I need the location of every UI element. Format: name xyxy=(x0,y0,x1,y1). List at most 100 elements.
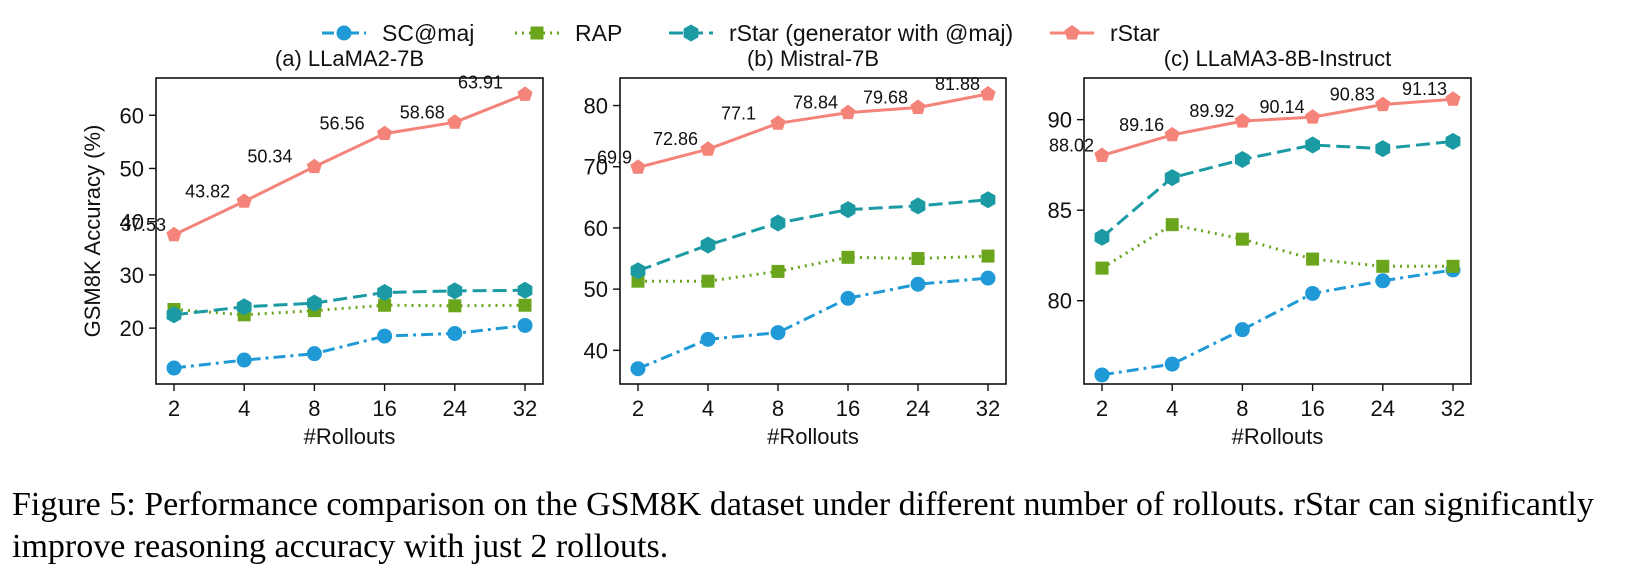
panel-title: (b) Mistral-7B xyxy=(747,46,879,71)
legend-marker-sc_maj xyxy=(336,25,352,41)
data-point-rstar xyxy=(1234,113,1250,128)
data-point-sc_maj xyxy=(377,328,393,344)
legend: SC@maj RAP rStar (generator with @maj) rSta… xyxy=(322,20,1160,46)
y-axis-label: GSM8K Accuracy (%) xyxy=(80,125,105,338)
figure: SC@maj RAP rStar (generator with @maj) rSta… xyxy=(80,20,1472,449)
data-label: 81.88 xyxy=(935,74,980,94)
legend-marker-rstar_gen xyxy=(683,24,699,42)
series-line-rap xyxy=(638,254,989,283)
data-point-rstar xyxy=(306,158,322,174)
x-tick-label: 8 xyxy=(1236,396,1248,421)
series-sc_maj xyxy=(166,317,533,376)
x-axis-label: #Rollouts xyxy=(767,424,859,449)
legend-label-rstar_gen: rStar (generator with @maj) xyxy=(729,20,1013,46)
panel-2: (b) Mistral-7B2 4 8 16 24 32#Rollouts40506070… xyxy=(584,46,1007,449)
data-point-rstar xyxy=(517,86,533,101)
series-line-rstar xyxy=(1101,97,1454,157)
data-point-sc_maj xyxy=(840,290,856,306)
series-rstar: 88.02 89.16 89.92 90.14 90.83 91.13 xyxy=(1049,79,1461,162)
data-point-rstar_gen xyxy=(377,284,392,301)
axes-frame xyxy=(1083,77,1472,385)
data-label: 63.91 xyxy=(458,72,503,92)
series-rstar_gen xyxy=(166,281,533,324)
data-point-rstar xyxy=(700,141,716,156)
data-point-rap xyxy=(981,249,995,263)
data-point-rap xyxy=(1165,218,1179,232)
data-point-rap xyxy=(771,264,785,278)
series-line-rstar xyxy=(637,92,989,169)
series-line-rstar_gen xyxy=(637,198,989,273)
data-point-rap xyxy=(1446,259,1460,273)
y-tick-label: 60 xyxy=(584,216,608,241)
data-point-sc_maj xyxy=(517,317,533,333)
data-label: 90.14 xyxy=(1260,97,1305,117)
data-point-rap xyxy=(631,274,645,288)
x-tick-label: 24 xyxy=(906,396,930,421)
data-label: 37.53 xyxy=(121,215,166,235)
legend-marker-rstar xyxy=(1064,25,1080,40)
data-point-sc_maj xyxy=(1164,356,1180,372)
data-label: 89.92 xyxy=(1189,101,1234,121)
series-rap xyxy=(1095,218,1460,275)
data-label: 77.1 xyxy=(721,103,756,123)
x-tick-label: 4 xyxy=(702,396,714,421)
data-point-rstar xyxy=(166,226,182,242)
x-axis-label: #Rollouts xyxy=(304,424,396,449)
data-label: 79.68 xyxy=(863,87,908,107)
data-point-sc_maj xyxy=(447,325,463,341)
x-tick-label: 32 xyxy=(976,396,1000,421)
data-point-rap xyxy=(1306,252,1320,266)
series-rap xyxy=(631,249,995,288)
series-line-sc_maj xyxy=(1101,268,1454,377)
data-point-rstar_gen xyxy=(980,191,996,209)
data-point-rstar_gen xyxy=(1375,140,1391,158)
data-point-rstar xyxy=(1375,96,1391,112)
legend-entry-rstar: rStar xyxy=(1050,20,1160,46)
data-label: 56.56 xyxy=(320,114,365,134)
panel-1: (a) LLaMA2-7B2 4 8 16 24 32#Rollouts203040506… xyxy=(80,46,544,449)
y-tick-label: 50 xyxy=(120,156,144,181)
y-tick-label: 40 xyxy=(584,338,608,363)
data-point-rstar xyxy=(840,104,856,120)
y-tick-label: 40 xyxy=(120,210,144,235)
x-tick-label: 24 xyxy=(443,396,467,421)
axes-frame xyxy=(155,77,544,385)
y-tick-label: 30 xyxy=(120,263,144,288)
data-point-sc_maj xyxy=(1375,273,1391,289)
x-tick-label: 4 xyxy=(238,396,250,421)
series-line-rstar_gen xyxy=(1101,139,1454,239)
x-tick-label: 2 xyxy=(632,396,644,421)
data-point-rstar_gen xyxy=(1235,151,1250,168)
x-axis-label: #Rollouts xyxy=(1232,424,1324,449)
series-line-sc_maj xyxy=(637,276,989,371)
data-point-sc_maj xyxy=(1305,285,1321,301)
figure-caption: Figure 5: Performance comparison on the … xyxy=(12,486,1594,565)
data-point-rstar_gen xyxy=(840,201,856,219)
x-tick-label: 16 xyxy=(1300,396,1324,421)
legend-entry-rap: RAP xyxy=(515,20,622,46)
x-tick-label: 8 xyxy=(772,396,784,421)
data-point-rap xyxy=(1095,261,1109,275)
data-point-sc_maj xyxy=(166,360,182,376)
legend-marker-rap xyxy=(530,26,544,40)
data-point-sc_maj xyxy=(630,361,646,377)
y-tick-label: 80 xyxy=(1048,289,1072,314)
data-point-rstar xyxy=(1094,147,1110,162)
series-sc_maj xyxy=(630,270,996,377)
x-tick-label: 16 xyxy=(836,396,860,421)
x-tick-label: 4 xyxy=(1166,396,1178,421)
data-label: 50.34 xyxy=(247,147,292,167)
data-point-rstar_gen xyxy=(1164,169,1180,187)
series-rstar: 37.53 43.82 50.34 56.56 58.68 63.91 xyxy=(121,72,533,242)
data-point-rstar xyxy=(770,115,786,130)
data-point-rstar_gen xyxy=(910,197,926,215)
data-label: 43.82 xyxy=(185,181,230,201)
y-tick-label: 80 xyxy=(584,94,608,119)
y-tick-label: 60 xyxy=(120,103,144,128)
data-point-rap xyxy=(841,250,855,264)
data-point-sc_maj xyxy=(700,331,716,347)
legend-label-rap: RAP xyxy=(575,20,622,46)
data-point-rstar_gen xyxy=(236,298,252,316)
data-point-rap xyxy=(911,252,925,266)
